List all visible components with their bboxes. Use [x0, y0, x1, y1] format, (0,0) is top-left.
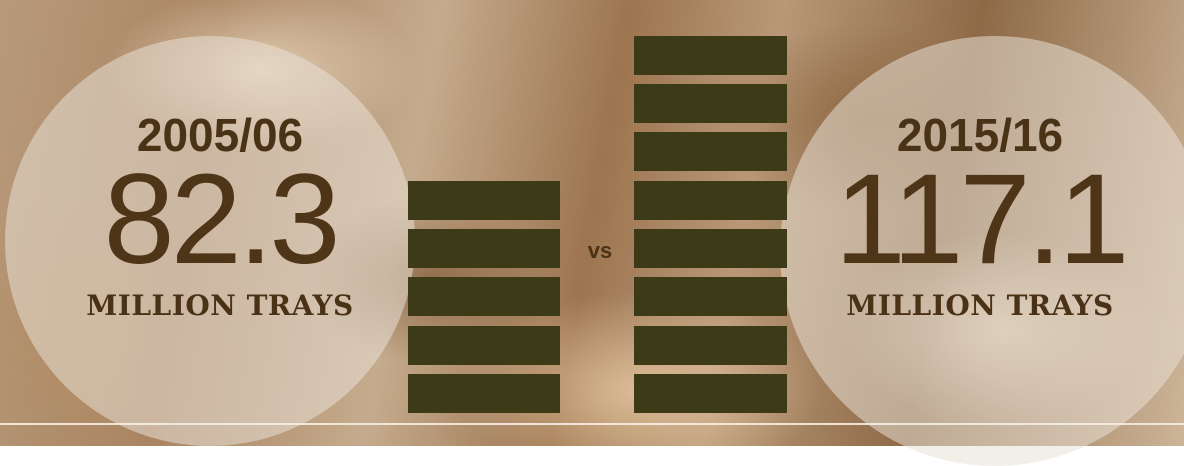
- value-label-2005: 82.3: [103, 148, 340, 291]
- year-label-2005: 2005/06: [136, 109, 304, 161]
- year-label-2015: 2015/16: [896, 109, 1064, 161]
- unit-label-2005: MILLION TRAYS: [86, 289, 354, 322]
- tray-mark: [634, 35, 787, 75]
- tray-mark: [634, 132, 787, 172]
- tray-mark: [408, 325, 560, 365]
- period-2015-block: 2015/16 117.1 MILLION TRAYS: [810, 112, 1150, 320]
- vs-label: vs: [587, 238, 613, 263]
- tray-mark: [634, 277, 787, 317]
- right-circle: [780, 36, 1184, 466]
- tray-mark: [634, 84, 787, 124]
- period-2005-block: 2005/06 82.3 MILLION TRAYS: [60, 112, 380, 320]
- left-circle: [5, 36, 415, 446]
- tray-mark: [408, 180, 560, 220]
- tray-mark: [408, 277, 560, 317]
- tray-mark: [408, 229, 560, 269]
- tray-mark: [408, 373, 560, 413]
- value-label-2015: 117.1: [834, 148, 1130, 291]
- tray-mark: [634, 325, 787, 365]
- tray-mark: [634, 373, 787, 413]
- tray-mark: [634, 180, 787, 220]
- unit-label-2015: MILLION TRAYS: [846, 289, 1114, 322]
- tray-stack-2015: [634, 35, 787, 413]
- baseline-rule: [0, 423, 1184, 425]
- tray-mark: [634, 229, 787, 269]
- tray-stack-2005: [408, 180, 560, 413]
